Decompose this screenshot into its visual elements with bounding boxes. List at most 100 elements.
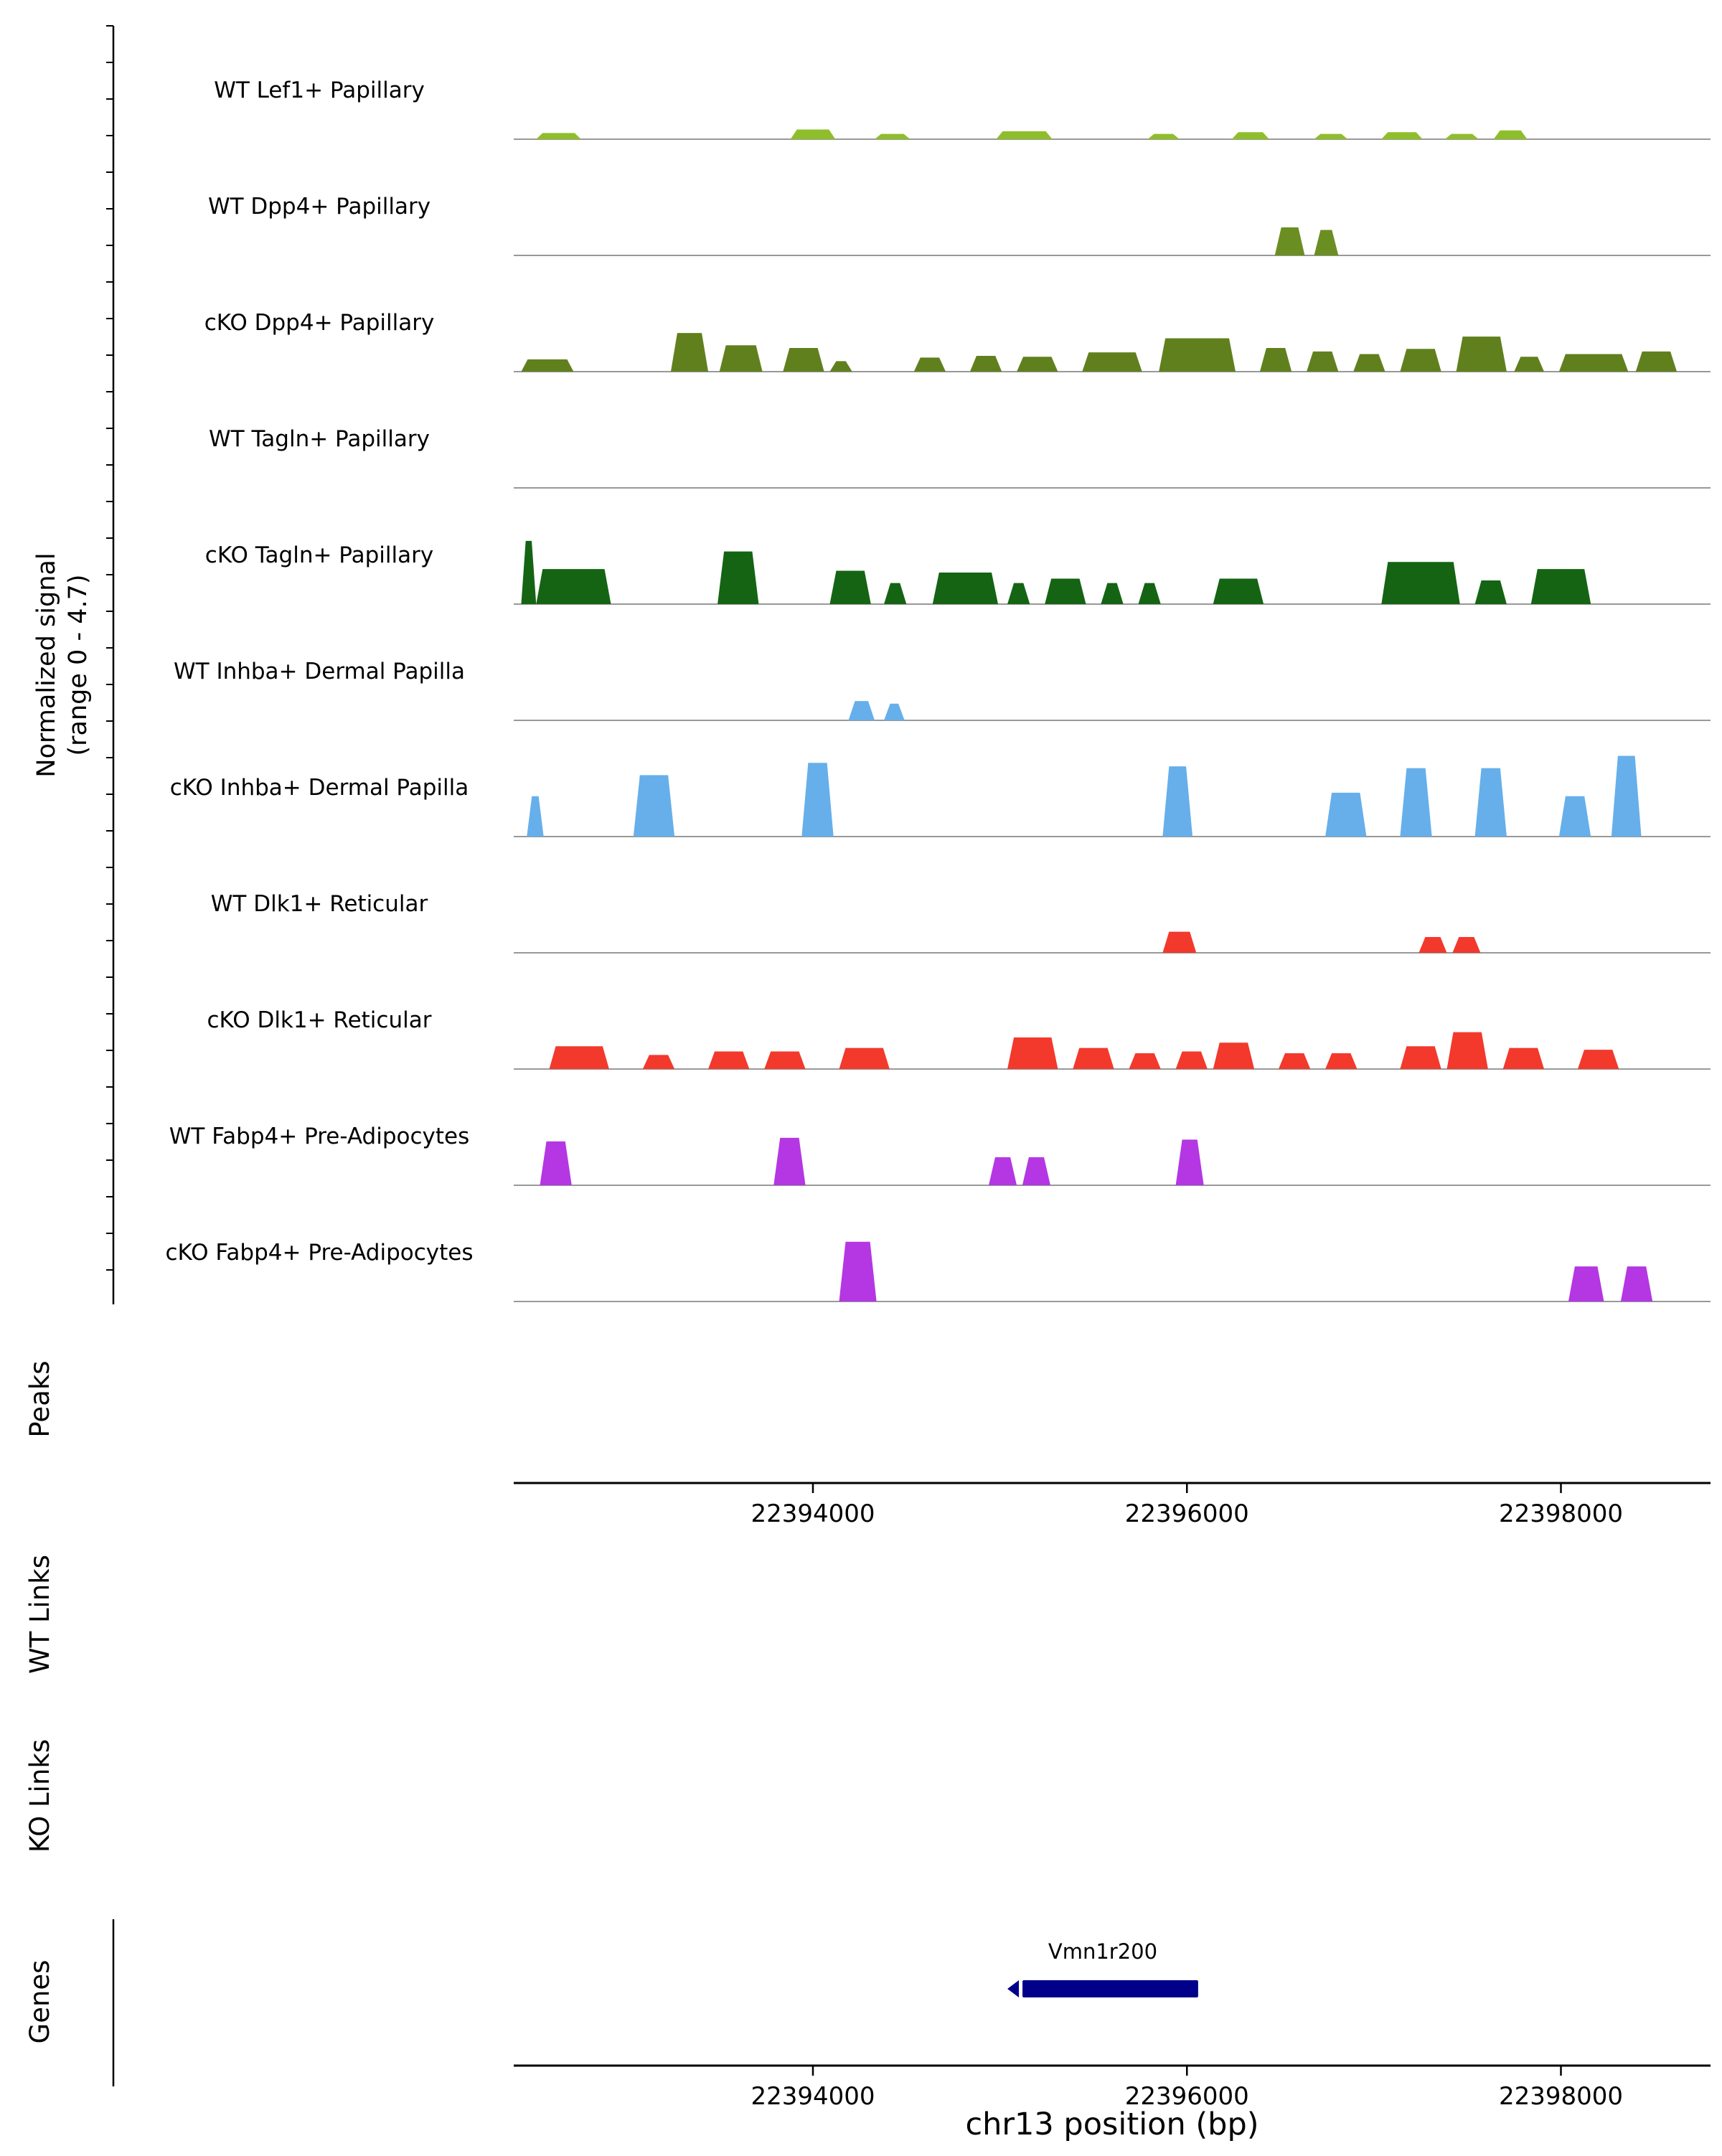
- track-label-wt-dpp4-papillary: WT Dpp4+ Papillary: [208, 194, 430, 220]
- signal-peak: [1007, 1037, 1058, 1069]
- signal-peak: [521, 540, 537, 604]
- track-row-cko-inhba-dermal-papilla: cKO Inhba+ Dermal Papilla: [170, 755, 1711, 837]
- signal-peak: [764, 1051, 806, 1069]
- gene-label: Vmn1r200: [1048, 1939, 1157, 1964]
- track-row-wt-dlk1-reticular: WT Dlk1+ Reticular: [211, 891, 1711, 954]
- signal-peak: [913, 357, 946, 372]
- signal-peak: [1101, 583, 1124, 604]
- track-label-cko-tagln-papillary: cKO Tagln+ Papillary: [205, 542, 433, 568]
- section-label-peaks: Peaks: [24, 1360, 55, 1437]
- signal-peak: [839, 1241, 877, 1301]
- y-axis-label-line1: Normalized signal: [32, 552, 61, 777]
- track-row-wt-tagln-papillary: WT Tagln+ Papillary: [209, 426, 1711, 489]
- signal-peak: [1017, 357, 1058, 372]
- signal-peak: [1274, 227, 1305, 255]
- track-label-wt-inhba-dermal-papilla: WT Inhba+ Dermal Papilla: [174, 659, 465, 684]
- signal-peak: [988, 1157, 1017, 1185]
- signal-peak: [1474, 580, 1507, 604]
- signal-peak: [527, 796, 544, 837]
- signal-peak: [1502, 1048, 1545, 1069]
- signal-peak: [521, 359, 574, 372]
- signal-peak: [932, 572, 999, 604]
- signal-peak: [1162, 931, 1197, 953]
- signal-peak: [773, 1137, 806, 1185]
- signal-peak: [783, 347, 824, 372]
- signal-peak: [1162, 766, 1193, 837]
- x-axis-peaks: 22394000 22396000 22398000: [514, 1482, 1711, 1528]
- track-row-cko-dlk1-reticular: cKO Dlk1+ Reticular: [207, 1007, 1711, 1070]
- section-label-ko-links: KO Links: [24, 1739, 55, 1853]
- track-row-cko-dpp4-papillary: cKO Dpp4+ Papillary: [204, 310, 1711, 372]
- signal-peak: [848, 701, 875, 720]
- track-row-wt-fabp4-pre-adipocytes: WT Fabp4+ Pre-Adipocytes: [169, 1124, 1711, 1186]
- signal-peak: [1314, 133, 1348, 139]
- signal-peak: [1073, 1048, 1114, 1069]
- y-axis-label-line2: (range 0 - 4.7): [64, 574, 93, 755]
- signal-peak: [536, 133, 581, 139]
- section-label-genes: Genes: [24, 1960, 55, 2044]
- track-label-cko-dlk1-reticular: cKO Dlk1+ Reticular: [207, 1007, 432, 1033]
- signal-peak: [790, 129, 836, 139]
- x-tick-label-genes-0: 22394000: [751, 2082, 875, 2111]
- signal-peak: [1147, 133, 1180, 139]
- track-row-cko-fabp4-pre-adipocytes: cKO Fabp4+ Pre-Adipocytes: [166, 1240, 1711, 1302]
- track-label-cko-dpp4-papillary: cKO Dpp4+ Papillary: [204, 310, 435, 336]
- signal-peak: [1611, 755, 1642, 837]
- signal-peak: [1452, 936, 1481, 953]
- gene-body: [1022, 1980, 1198, 1997]
- signal-peak: [540, 1141, 572, 1185]
- signal-peak: [829, 361, 852, 372]
- signal-peak: [1381, 562, 1460, 604]
- signal-peak: [549, 1046, 609, 1069]
- signal-peak: [1418, 936, 1447, 953]
- signal-peak: [1307, 351, 1339, 372]
- signal-peak: [1577, 1050, 1619, 1069]
- signal-peak: [536, 569, 611, 604]
- signal-peak: [1175, 1051, 1208, 1069]
- signal-peak: [1474, 768, 1507, 837]
- signal-peak: [633, 775, 675, 837]
- x-tick-label-genes-2: 22398000: [1499, 2082, 1623, 2111]
- track-row-wt-inhba-dermal-papilla: WT Inhba+ Dermal Papilla: [174, 659, 1711, 721]
- signal-peak: [1446, 1032, 1488, 1069]
- signal-peak: [1175, 1139, 1204, 1185]
- signal-peak: [1007, 583, 1030, 604]
- signal-peak: [1456, 336, 1507, 372]
- x-axis-title: chr13 position (bp): [965, 2106, 1258, 2142]
- signal-peak: [708, 1051, 750, 1069]
- signal-peak: [1620, 1266, 1653, 1301]
- signal-peak: [1353, 354, 1385, 372]
- signal-peak: [1022, 1157, 1050, 1185]
- signal-peak: [642, 1055, 675, 1069]
- signal-peak: [1231, 132, 1269, 139]
- signal-peak: [1213, 578, 1264, 604]
- signal-peak: [1530, 569, 1591, 604]
- signal-peak: [1278, 1053, 1311, 1069]
- signal-peak: [884, 703, 905, 720]
- x-tick-label-genes-1: 22396000: [1125, 2082, 1249, 2111]
- x-tick-label-peaks-0: 22394000: [751, 1500, 875, 1528]
- signal-peak: [1325, 1053, 1358, 1069]
- signal-peak: [1159, 338, 1236, 372]
- track-label-wt-lef1-papillary: WT Lef1+ Papillary: [214, 77, 425, 103]
- signal-peak: [801, 763, 834, 837]
- signal-peak: [1493, 130, 1528, 139]
- track-label-cko-fabp4-pre-adipocytes: cKO Fabp4+ Pre-Adipocytes: [166, 1240, 474, 1266]
- signal-peak: [1325, 792, 1367, 837]
- signal-peak: [839, 1048, 890, 1069]
- x-axis-genes: 22394000 22396000 22398000: [514, 2064, 1711, 2111]
- signal-peak: [1400, 768, 1432, 837]
- signal-peak: [1558, 796, 1591, 837]
- x-tick-label-peaks-1: 22396000: [1125, 1500, 1249, 1528]
- track-row-wt-lef1-papillary: WT Lef1+ Papillary: [214, 77, 1711, 140]
- track-label-wt-dlk1-reticular: WT Dlk1+ Reticular: [211, 891, 428, 917]
- signal-peak: [1568, 1266, 1604, 1301]
- signal-peak: [1514, 357, 1545, 372]
- track-label-cko-inhba-dermal-papilla: cKO Inhba+ Dermal Papilla: [170, 775, 469, 801]
- signal-peak: [1381, 132, 1423, 139]
- signal-peak: [969, 355, 1002, 372]
- signal-peak: [1082, 352, 1142, 372]
- track-row-cko-tagln-papillary: cKO Tagln+ Papillary: [205, 540, 1711, 605]
- y-axis-ruler: [106, 25, 115, 1304]
